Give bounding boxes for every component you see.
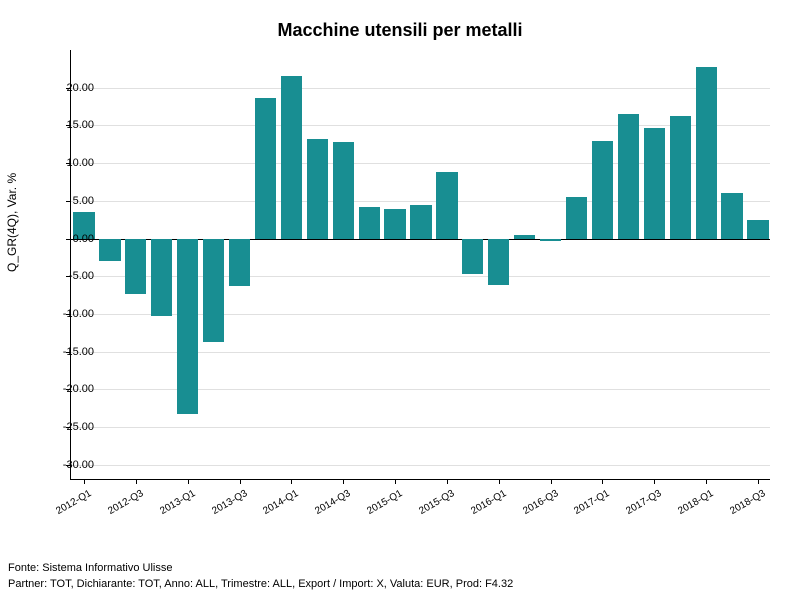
y-axis-label: Q_GR(4Q), Var. % bbox=[5, 173, 19, 272]
chart-title: Macchine utensili per metalli bbox=[0, 0, 800, 41]
gridline bbox=[71, 201, 770, 202]
xtick-label: 2015-Q1 bbox=[351, 488, 404, 525]
xtick-mark bbox=[499, 479, 500, 484]
bar bbox=[721, 193, 742, 238]
bar bbox=[255, 98, 276, 239]
plot-box bbox=[70, 50, 770, 480]
xtick-mark bbox=[551, 479, 552, 484]
bar bbox=[566, 197, 587, 238]
xtick-label: 2016-Q3 bbox=[507, 488, 560, 525]
xtick-label: 2014-Q3 bbox=[300, 488, 353, 525]
xtick-label: 2018-Q1 bbox=[663, 488, 716, 525]
ytick-label: -20.00 bbox=[44, 383, 94, 395]
gridline bbox=[71, 314, 770, 315]
zero-line bbox=[71, 239, 770, 240]
xtick-mark bbox=[654, 479, 655, 484]
bar bbox=[618, 114, 639, 238]
gridline bbox=[71, 389, 770, 390]
ytick-label: -10.00 bbox=[44, 308, 94, 320]
chart-plot-area bbox=[70, 50, 770, 480]
ytick-label: -5.00 bbox=[44, 270, 94, 282]
xtick-mark bbox=[343, 479, 344, 484]
ytick-label: -30.00 bbox=[44, 459, 94, 471]
ytick-label: 10.00 bbox=[44, 157, 94, 169]
bar bbox=[670, 116, 691, 238]
bar bbox=[540, 239, 561, 241]
bar bbox=[359, 207, 380, 239]
xtick-mark bbox=[706, 479, 707, 484]
xtick-mark bbox=[84, 479, 85, 484]
bar bbox=[462, 239, 483, 274]
xtick-mark bbox=[395, 479, 396, 484]
bar bbox=[410, 205, 431, 239]
xtick-label: 2017-Q3 bbox=[611, 488, 664, 525]
footer-params: Partner: TOT, Dichiarante: TOT, Anno: AL… bbox=[8, 577, 513, 592]
xtick-label: 2015-Q3 bbox=[403, 488, 456, 525]
xtick-label: 2013-Q3 bbox=[196, 488, 249, 525]
xtick-mark bbox=[602, 479, 603, 484]
gridline bbox=[71, 352, 770, 353]
ytick-label: 20.00 bbox=[44, 82, 94, 94]
xtick-mark bbox=[291, 479, 292, 484]
bar bbox=[384, 209, 405, 238]
bar bbox=[644, 128, 665, 239]
xtick-mark bbox=[240, 479, 241, 484]
xtick-label: 2013-Q1 bbox=[144, 488, 197, 525]
ytick-label: 5.00 bbox=[44, 195, 94, 207]
bar bbox=[488, 239, 509, 286]
chart-footer: Fonte: Sistema Informativo Ulisse Partne… bbox=[8, 561, 513, 592]
ytick-label: -15.00 bbox=[44, 346, 94, 358]
bar bbox=[281, 76, 302, 238]
xtick-mark bbox=[758, 479, 759, 484]
ytick-label: -25.00 bbox=[44, 421, 94, 433]
bar bbox=[177, 239, 198, 415]
xtick-label: 2012-Q3 bbox=[92, 488, 145, 525]
xtick-mark bbox=[447, 479, 448, 484]
xtick-label: 2012-Q1 bbox=[40, 488, 93, 525]
bar bbox=[307, 139, 328, 239]
bar bbox=[747, 220, 768, 239]
xtick-label: 2016-Q1 bbox=[455, 488, 508, 525]
bar bbox=[333, 142, 354, 239]
xtick-label: 2014-Q1 bbox=[248, 488, 301, 525]
gridline bbox=[71, 163, 770, 164]
bar bbox=[514, 235, 535, 239]
xtick-label: 2018-Q3 bbox=[714, 488, 767, 525]
gridline bbox=[71, 88, 770, 89]
gridline bbox=[71, 427, 770, 428]
bar bbox=[229, 239, 250, 287]
bar bbox=[125, 239, 146, 294]
bar bbox=[436, 172, 457, 238]
ytick-label: 15.00 bbox=[44, 119, 94, 131]
bar bbox=[203, 239, 224, 342]
ytick-label: 0.00 bbox=[44, 233, 94, 245]
gridline bbox=[71, 125, 770, 126]
gridline bbox=[71, 276, 770, 277]
footer-source: Fonte: Sistema Informativo Ulisse bbox=[8, 561, 513, 576]
bar bbox=[151, 239, 172, 316]
bar bbox=[592, 141, 613, 239]
xtick-mark bbox=[188, 479, 189, 484]
xtick-label: 2017-Q1 bbox=[559, 488, 612, 525]
gridline bbox=[71, 465, 770, 466]
bar bbox=[99, 239, 120, 262]
bar bbox=[696, 67, 717, 239]
xtick-mark bbox=[136, 479, 137, 484]
